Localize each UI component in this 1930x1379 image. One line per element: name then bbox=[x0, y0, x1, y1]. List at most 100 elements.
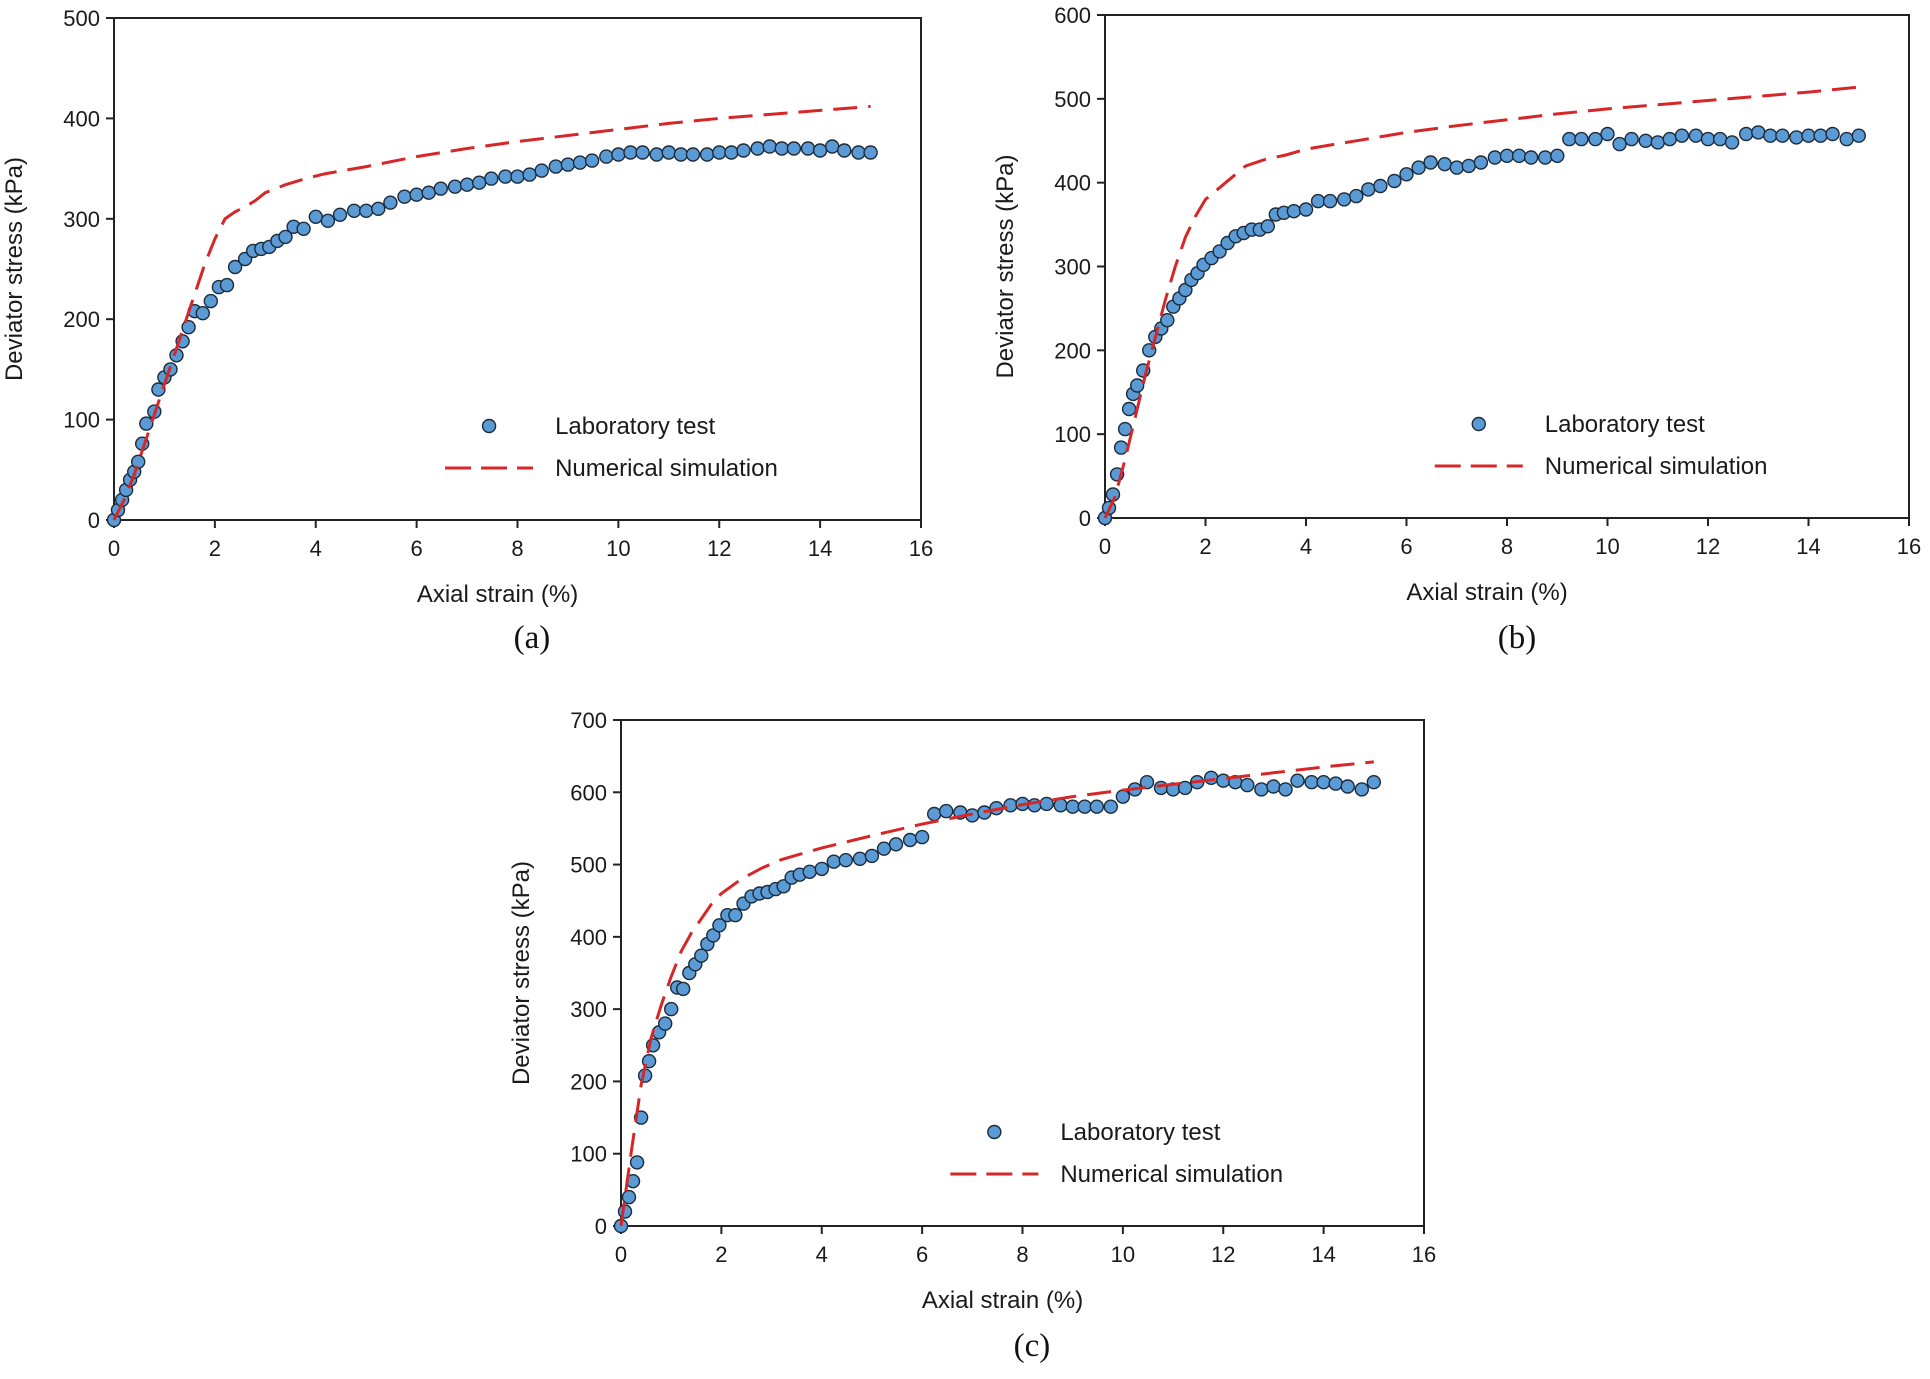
lab-test-point bbox=[694, 948, 709, 963]
lab-test-point bbox=[864, 848, 880, 864]
lab-test-point bbox=[484, 171, 499, 186]
y-tick-label: 500 bbox=[63, 6, 100, 31]
lab-test-point bbox=[1763, 128, 1778, 143]
lab-test-point bbox=[1290, 773, 1305, 788]
x-tick-label: 14 bbox=[1311, 1242, 1335, 1267]
y-tick-label: 100 bbox=[570, 1142, 607, 1167]
lab-test-point bbox=[320, 213, 336, 229]
lab-test-point bbox=[1562, 131, 1577, 147]
y-tick-label: 0 bbox=[88, 508, 100, 533]
lab-test-point bbox=[1153, 780, 1169, 796]
legend-marker-swatch bbox=[1471, 416, 1486, 432]
x-tick-label: 16 bbox=[1897, 534, 1921, 559]
lab-test-point bbox=[1411, 160, 1426, 175]
lab-test-point bbox=[1240, 777, 1255, 793]
lab-test-point bbox=[685, 147, 701, 162]
lab-test-point bbox=[1688, 128, 1704, 143]
x-tick-label: 2 bbox=[1199, 534, 1211, 559]
lab-test-point bbox=[203, 293, 219, 309]
plot-frame bbox=[1104, 14, 1910, 519]
x-tick-label: 0 bbox=[108, 536, 120, 561]
lab-test-point bbox=[1117, 421, 1133, 437]
lab-test-point bbox=[776, 879, 791, 894]
lab-test-point bbox=[1588, 131, 1603, 147]
lab-test-point bbox=[459, 177, 475, 192]
lab-test-point bbox=[227, 259, 243, 275]
numerical-simulation-line bbox=[1103, 85, 1859, 519]
chart-panel-2: 0 2 4 6 8 10 12 14 16 0 100 200 300 400 500 600 Axial st… bbox=[992, 3, 1921, 656]
lab-test-point bbox=[1738, 126, 1754, 142]
panel-caption: (c) bbox=[1014, 1328, 1051, 1364]
lab-test-point bbox=[838, 853, 853, 868]
lab-test-point bbox=[1340, 779, 1355, 794]
lab-test-point bbox=[914, 829, 930, 845]
lab-test-point bbox=[927, 806, 942, 822]
lab-test-point bbox=[1203, 770, 1219, 785]
lab-test-point bbox=[560, 157, 576, 172]
lab-test-point bbox=[629, 1155, 645, 1170]
lab-test-point bbox=[1387, 173, 1402, 189]
y-tick-label: 600 bbox=[1054, 3, 1091, 28]
lab-test-point bbox=[774, 141, 789, 156]
x-tick-label: 16 bbox=[1412, 1242, 1436, 1267]
x-tick-label: 12 bbox=[1211, 1242, 1235, 1267]
y-tick-label: 500 bbox=[1054, 87, 1091, 112]
legend-label: Laboratory test bbox=[1545, 411, 1705, 438]
lab-test-point bbox=[1366, 775, 1382, 790]
y-tick-label: 400 bbox=[570, 925, 607, 950]
lab-test-point bbox=[863, 145, 878, 160]
x-tick-label: 6 bbox=[411, 536, 423, 561]
lab-test-point bbox=[1574, 131, 1589, 147]
lab-test-point bbox=[1160, 313, 1175, 328]
lab-test-point bbox=[1724, 135, 1740, 150]
lab-test-point bbox=[814, 861, 829, 877]
lab-test-point bbox=[664, 1001, 679, 1017]
lab-test-point bbox=[1354, 782, 1370, 797]
lab-test-point bbox=[1304, 775, 1319, 790]
lab-test-point bbox=[658, 1016, 673, 1031]
lab-test-point bbox=[1113, 440, 1129, 455]
lab-test-point bbox=[1216, 773, 1231, 788]
x-tick-label: 4 bbox=[310, 536, 322, 561]
y-tick-label: 300 bbox=[570, 997, 607, 1022]
lab-test-point bbox=[661, 145, 676, 160]
x-tick-label: 6 bbox=[1400, 534, 1412, 559]
lab-test-point bbox=[584, 153, 600, 168]
lab-test-point bbox=[1523, 150, 1539, 165]
lab-test-point bbox=[1775, 128, 1790, 143]
lab-test-point bbox=[1103, 799, 1119, 814]
lab-test-point bbox=[195, 306, 211, 321]
lab-test-point bbox=[151, 382, 166, 397]
panel-caption: (a) bbox=[514, 620, 551, 656]
lab-test-point bbox=[296, 221, 311, 237]
lab-test-point bbox=[800, 141, 816, 156]
lab-test-point bbox=[397, 189, 412, 204]
lab-test-point bbox=[346, 203, 362, 219]
lab-test-point bbox=[472, 175, 487, 190]
lab-test-point bbox=[712, 918, 727, 933]
y-tick-label: 300 bbox=[1054, 255, 1091, 280]
plot-frame bbox=[620, 719, 1425, 1227]
lab-test-point bbox=[1260, 219, 1276, 234]
lab-test-point bbox=[1336, 192, 1352, 207]
lab-test-point bbox=[649, 147, 664, 162]
lab-test-point bbox=[1473, 155, 1489, 170]
lab-test-point bbox=[181, 320, 196, 335]
lab-test-point bbox=[1825, 126, 1840, 142]
lab-test-point bbox=[888, 837, 904, 852]
lab-test-point bbox=[1813, 128, 1828, 143]
lab-test-point bbox=[278, 229, 293, 245]
lab-test-point bbox=[1065, 799, 1080, 814]
lab-test-point bbox=[1039, 796, 1054, 812]
lab-test-point bbox=[728, 908, 743, 923]
lab-test-point bbox=[812, 143, 828, 158]
y-tick-label: 600 bbox=[570, 780, 607, 805]
lab-test-point bbox=[130, 454, 146, 469]
lab-test-point bbox=[1650, 135, 1666, 150]
lab-test-point bbox=[534, 163, 549, 178]
lab-test-point bbox=[673, 147, 689, 162]
x-tick-label: 0 bbox=[1099, 534, 1111, 559]
lab-test-point bbox=[1003, 798, 1018, 813]
y-axis-label: Deviator stress (kPa) bbox=[508, 861, 535, 1085]
lab-test-point bbox=[599, 149, 614, 164]
